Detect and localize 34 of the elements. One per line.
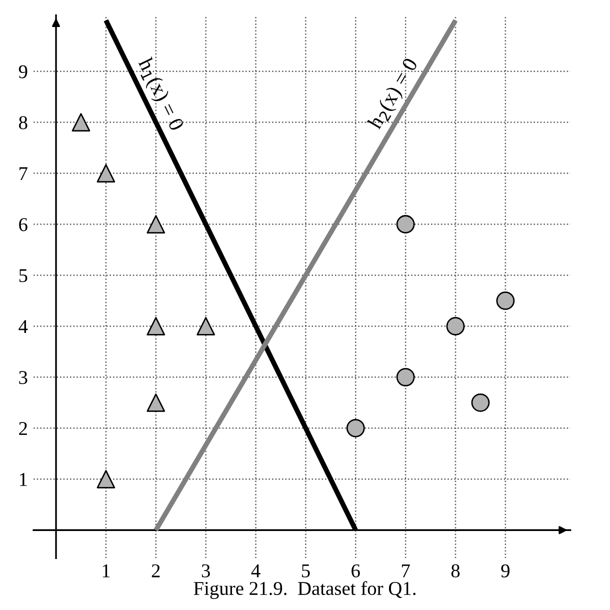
- text: h$_{2}$(x) = 0: [366, 56, 422, 132]
- point: [196, 317, 216, 336]
- point: [96, 164, 116, 182]
- point: [146, 393, 166, 412]
- y-tick-label: 6: [19, 218, 28, 232]
- x-tick-label: 8: [451, 564, 460, 578]
- x-tick-label: 6: [352, 564, 360, 578]
- y-tick-label: 8: [19, 116, 28, 130]
- point: [72, 113, 90, 132]
- x-tick-label: 4: [251, 564, 260, 578]
- y-tick-label: 9: [18, 65, 28, 78]
- point: [446, 317, 465, 336]
- x-tick-label: 1: [102, 564, 110, 578]
- caption: Figure 21.9. Dataset for Q1.: [194, 581, 416, 600]
- y-tick-label: 1: [20, 473, 27, 486]
- x-tick-label: 3: [202, 564, 210, 578]
- point: [496, 292, 515, 310]
- text: h$_{1}$(x) = 0: [134, 56, 185, 134]
- point: [146, 215, 166, 234]
- x-tick-label: 2: [152, 564, 160, 578]
- x-tick-label: 9: [501, 564, 510, 578]
- x-tick-label: 7: [402, 564, 410, 578]
- point: [346, 418, 365, 438]
- y-tick-label: 3: [19, 371, 28, 384]
- y-tick-label: 4: [18, 320, 28, 333]
- point: [96, 470, 116, 488]
- point: [396, 368, 415, 386]
- point: [396, 215, 415, 234]
- y-tick-label: 5: [19, 269, 28, 282]
- point: [146, 317, 166, 336]
- y-tick-label: 7: [20, 167, 28, 180]
- x-tick-label: 5: [302, 564, 310, 578]
- y-tick-label: 2: [19, 422, 27, 435]
- point: [471, 393, 490, 412]
